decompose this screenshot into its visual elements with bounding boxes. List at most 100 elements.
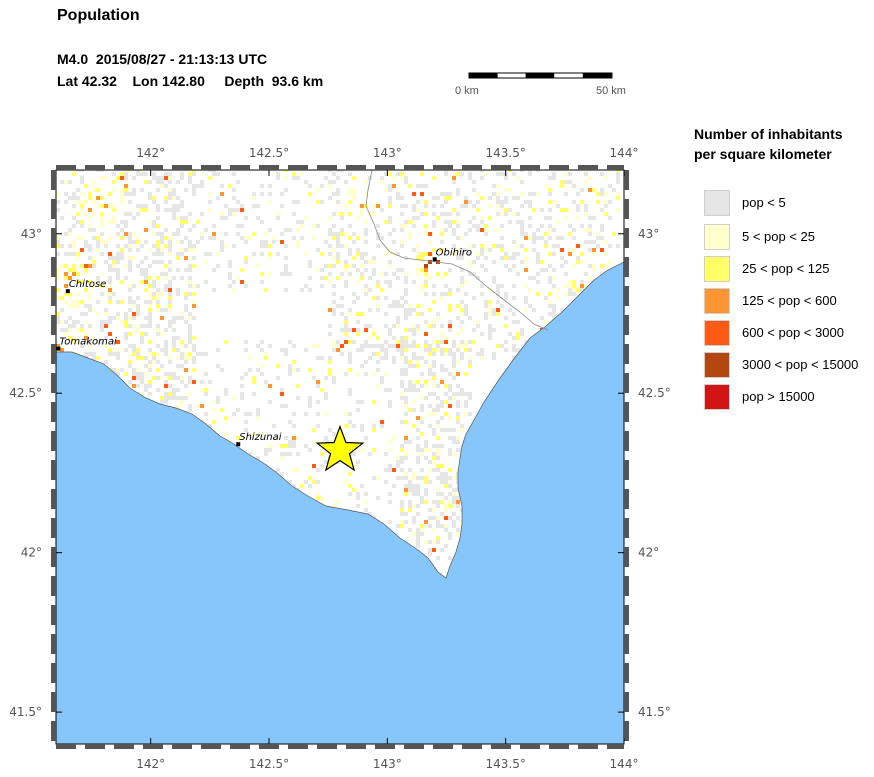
population-cell bbox=[328, 356, 332, 360]
population-cell bbox=[320, 268, 324, 272]
population-cell bbox=[56, 192, 60, 196]
population-cell bbox=[460, 340, 464, 344]
population-cell bbox=[460, 284, 464, 288]
population-cell bbox=[604, 212, 608, 216]
population-cell bbox=[72, 244, 76, 248]
population-cell bbox=[456, 392, 460, 396]
population-cell bbox=[436, 448, 440, 452]
population-cell bbox=[216, 252, 220, 256]
population-cell bbox=[168, 240, 172, 244]
lon-tick-label-top: 142° bbox=[136, 146, 165, 160]
population-cell bbox=[412, 388, 416, 392]
population-cell bbox=[200, 232, 204, 236]
population-cell bbox=[436, 488, 440, 492]
population-cell bbox=[108, 276, 112, 280]
population-cell bbox=[404, 224, 408, 228]
population-cell bbox=[424, 184, 428, 188]
population-cell bbox=[444, 400, 448, 404]
population-cell bbox=[296, 240, 300, 244]
legend-swatch bbox=[704, 320, 730, 346]
population-cell bbox=[456, 224, 460, 228]
population-cell bbox=[524, 308, 528, 312]
population-cell bbox=[184, 216, 188, 220]
population-cell bbox=[384, 480, 388, 484]
population-cell bbox=[424, 232, 428, 236]
population-cell bbox=[372, 448, 376, 452]
population-cell bbox=[140, 332, 144, 336]
population-cell bbox=[368, 452, 372, 456]
population-cell bbox=[588, 224, 592, 228]
city-label: Obihiro bbox=[436, 247, 472, 258]
population-cell bbox=[268, 228, 272, 232]
population-cell bbox=[200, 352, 204, 356]
scale-bar-graphic bbox=[468, 72, 613, 79]
population-cell bbox=[424, 320, 428, 324]
population-cell bbox=[412, 532, 416, 536]
population-cell bbox=[420, 448, 424, 452]
population-cell bbox=[148, 292, 152, 296]
population-cell bbox=[324, 176, 328, 180]
population-cell bbox=[72, 320, 76, 324]
population-cell bbox=[456, 344, 460, 348]
population-cell bbox=[336, 200, 340, 204]
population-cell bbox=[420, 304, 424, 308]
population-cell bbox=[212, 420, 216, 424]
population-cell bbox=[132, 216, 136, 220]
city-marker-icon bbox=[432, 257, 437, 262]
population-cell bbox=[360, 400, 364, 404]
population-cell bbox=[372, 372, 376, 376]
population-cell bbox=[444, 172, 448, 176]
population-cell bbox=[388, 204, 392, 208]
population-cell bbox=[384, 452, 388, 456]
population-cell bbox=[416, 328, 420, 332]
population-cell bbox=[76, 220, 80, 224]
population-cell bbox=[328, 440, 332, 444]
population-cell bbox=[424, 200, 428, 204]
population-cell bbox=[180, 312, 184, 316]
population-cell bbox=[124, 176, 128, 180]
population-cell bbox=[392, 300, 396, 304]
population-cell bbox=[244, 216, 248, 220]
population-cell bbox=[448, 192, 452, 196]
population-cell bbox=[376, 308, 380, 312]
population-cell bbox=[416, 344, 420, 348]
population-cell bbox=[400, 352, 404, 356]
population-cell bbox=[280, 192, 284, 196]
population-cell bbox=[380, 348, 384, 352]
population-cell bbox=[456, 436, 460, 440]
population-cell bbox=[456, 316, 460, 320]
population-cell bbox=[384, 324, 388, 328]
population-cell bbox=[92, 352, 96, 356]
population-cell bbox=[296, 200, 300, 204]
population-cell bbox=[452, 344, 456, 348]
population-cell bbox=[332, 212, 336, 216]
population-cell bbox=[412, 192, 416, 196]
population-cell bbox=[460, 248, 464, 252]
population-cell bbox=[108, 292, 112, 296]
population-cell bbox=[388, 248, 392, 252]
population-cell bbox=[128, 256, 132, 260]
population-cell bbox=[372, 352, 376, 356]
population-cell bbox=[412, 344, 416, 348]
population-cell bbox=[172, 320, 176, 324]
population-cell bbox=[180, 252, 184, 256]
population-cell bbox=[408, 184, 412, 188]
population-cell bbox=[468, 228, 472, 232]
population-cell bbox=[448, 292, 452, 296]
population-cell bbox=[352, 192, 356, 196]
population-cell bbox=[140, 244, 144, 248]
lat-tick-label-left: 43° bbox=[21, 227, 42, 241]
population-cell bbox=[368, 260, 372, 264]
population-cell bbox=[324, 376, 328, 380]
population-cell bbox=[120, 172, 124, 176]
population-cell bbox=[312, 480, 316, 484]
population-cell bbox=[592, 216, 596, 220]
population-cell bbox=[84, 288, 88, 292]
population-cell bbox=[508, 308, 512, 312]
population-cell bbox=[104, 312, 108, 316]
population-cell bbox=[424, 480, 428, 484]
population-cell bbox=[472, 296, 476, 300]
population-cell bbox=[404, 308, 408, 312]
population-cell bbox=[460, 204, 464, 208]
population-cell bbox=[68, 252, 72, 256]
